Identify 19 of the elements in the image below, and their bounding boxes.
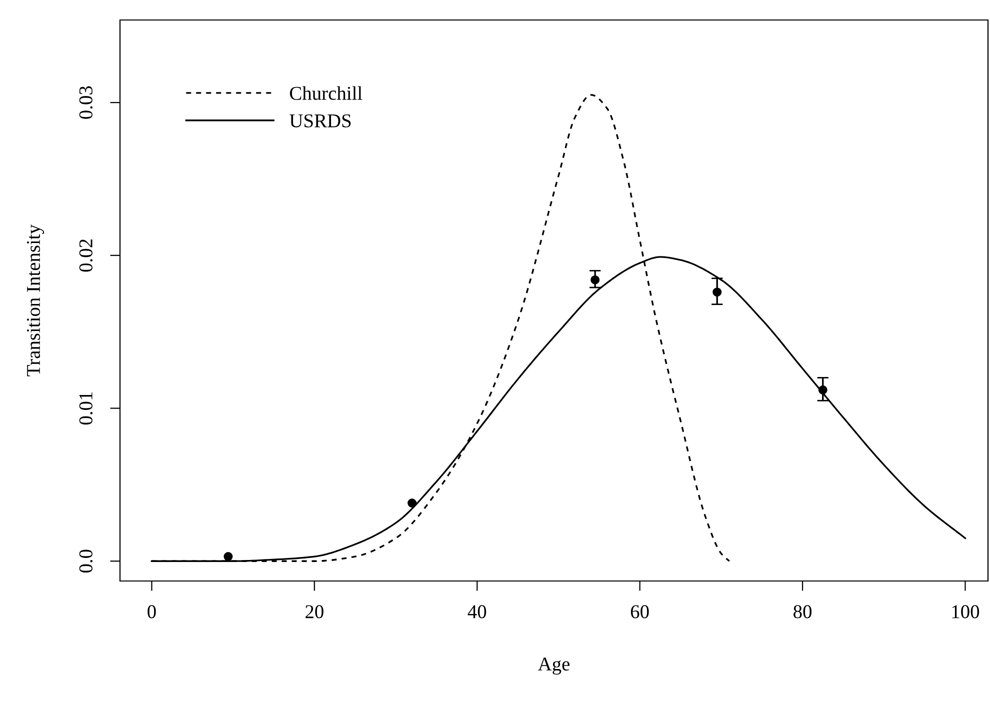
y-tick-label: 0.03 <box>79 86 93 119</box>
y-tick-label: 0.01 <box>79 392 93 425</box>
point <box>408 498 417 508</box>
y-tick-label: 0.0 <box>79 550 93 573</box>
x-tick-label: 80 <box>794 605 812 618</box>
legend-label: USRDS <box>290 114 351 128</box>
point <box>590 275 600 284</box>
y-axis-title: Transition Intensity <box>26 224 44 376</box>
legend-label: Churchill <box>290 86 362 100</box>
point <box>224 552 233 562</box>
x-tick-label: 60 <box>630 605 649 618</box>
x-tick-label: 40 <box>468 605 486 618</box>
x-axis-title: Age <box>538 658 570 675</box>
y-tick-label: 0.02 <box>79 239 93 272</box>
x-tick-label: 100 <box>952 605 980 618</box>
x-tick-label: 0 <box>148 605 156 618</box>
x-tick-label: 20 <box>306 605 324 618</box>
point <box>712 288 722 297</box>
point <box>818 385 828 394</box>
